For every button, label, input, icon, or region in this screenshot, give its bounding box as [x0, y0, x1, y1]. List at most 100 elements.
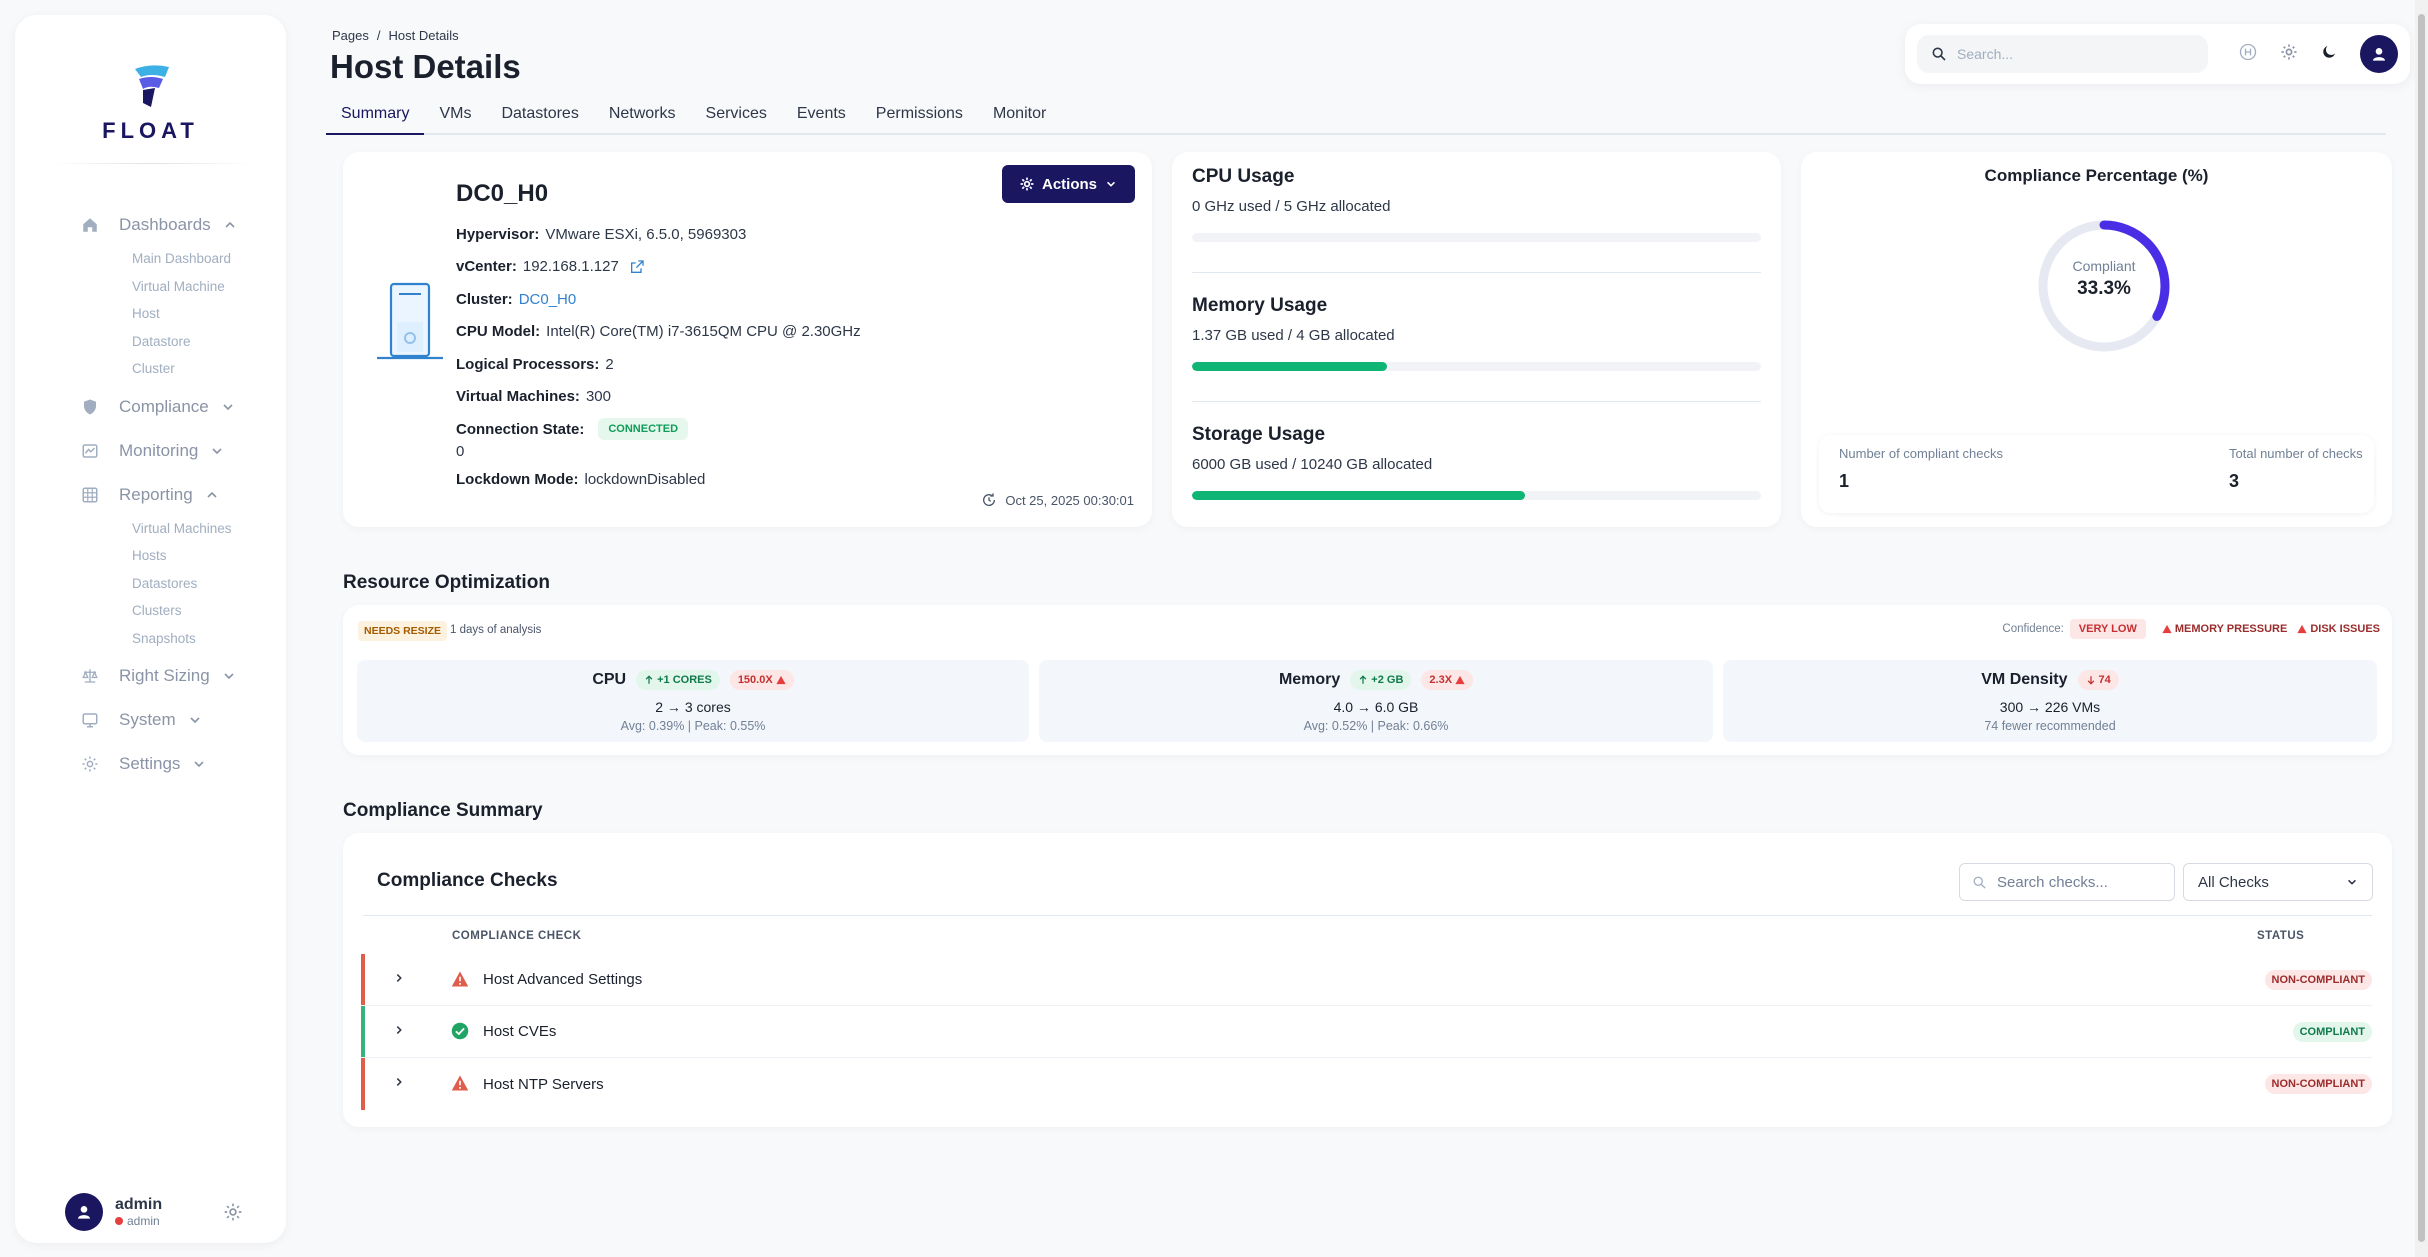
- chevron-right-icon[interactable]: [393, 1075, 405, 1093]
- chevron-down-icon: [221, 400, 235, 414]
- sidebar-item-datastores[interactable]: Datastores: [132, 575, 198, 591]
- language-icon[interactable]: [2238, 42, 2258, 67]
- chevron-down-icon: [192, 757, 206, 771]
- warning-icon: [2162, 624, 2172, 634]
- connection-state-badge: CONNECTED: [598, 418, 689, 441]
- breadcrumb: Pages / Host Details: [332, 28, 459, 43]
- sidebar-item-virtual-machines[interactable]: Virtual Machines: [132, 520, 232, 536]
- storage-usage-block: Storage Usage 6000 GB used / 10240 GB al…: [1192, 424, 1761, 500]
- avatar: [65, 1193, 103, 1231]
- user-settings-icon[interactable]: [223, 1202, 243, 1227]
- checks-search-input[interactable]: [1997, 873, 2157, 891]
- usage-card: CPU Usage 0 GHz used / 5 GHz allocated M…: [1172, 152, 1781, 527]
- chevron-right-icon[interactable]: [393, 1023, 405, 1041]
- stat-compliant-label: Number of compliant checks: [1839, 446, 2004, 461]
- confidence-badge: VERY LOW: [2069, 619, 2146, 639]
- page-title: Host Details: [330, 48, 521, 85]
- checks-filter-select[interactable]: All Checks: [2183, 863, 2373, 901]
- compliance-percentage-card: Compliance Percentage (%) Compliant 33.3…: [1801, 152, 2392, 527]
- cpu-model-label: CPU Model:: [456, 323, 541, 341]
- nav-group-monitoring[interactable]: Monitoring: [79, 437, 279, 465]
- opt-density-chip-text: 74: [2098, 674, 2111, 686]
- memory-usage-bar: [1192, 362, 1761, 371]
- table-row[interactable]: Host Advanced Settings NON-COMPLIANT: [361, 954, 2372, 1006]
- host-properties: Hypervisor: VMware ESXi, 6.5.0, 5969303 v…: [456, 218, 861, 496]
- storage-usage-title: Storage Usage: [1192, 424, 1326, 445]
- opt-density-value: 300 → 226 VMs: [1999, 699, 2101, 715]
- float-logo-icon: [134, 65, 169, 107]
- actions-label: Actions: [1041, 175, 1097, 193]
- opt-cpu-chip-text: +1 CORES: [657, 674, 712, 686]
- table-header-divider: [363, 915, 2372, 916]
- warning-icon: [776, 675, 786, 685]
- arrow-up-icon: [645, 675, 653, 684]
- logo-text: FLOAT: [102, 118, 199, 143]
- checks-search[interactable]: [1959, 863, 2175, 901]
- actions-button[interactable]: Actions: [1002, 165, 1135, 203]
- chevron-up-icon: [205, 488, 219, 502]
- opt-cpu-name: CPU: [592, 671, 627, 688]
- check-name: Host NTP Servers: [483, 1075, 604, 1093]
- nav-group-settings[interactable]: Settings: [79, 750, 279, 778]
- search-input[interactable]: [1957, 46, 2177, 62]
- lockdown-value: lockdownDisabled: [584, 471, 706, 489]
- sidebar-item-clusters[interactable]: Clusters: [132, 603, 182, 618]
- breadcrumb-root[interactable]: Pages: [332, 28, 369, 43]
- tab-vms[interactable]: VMs: [439, 105, 472, 122]
- nav-label: Right Sizing: [119, 666, 210, 685]
- opt-density-name: VM Density: [1981, 671, 2068, 688]
- chevron-down-icon: [210, 444, 224, 458]
- logo[interactable]: FLOAT: [15, 63, 286, 144]
- table-row[interactable]: Host NTP Servers NON-COMPLIANT: [361, 1058, 2372, 1110]
- cluster-link[interactable]: DC0_H0: [518, 290, 577, 308]
- storage-usage-bar: [1192, 491, 1761, 500]
- tab-summary[interactable]: Summary: [326, 100, 425, 135]
- tab-monitor[interactable]: Monitor: [992, 105, 1047, 122]
- nav-group-reporting[interactable]: Reporting: [79, 481, 279, 509]
- sidebar-item-virtual-machine[interactable]: Virtual Machine: [132, 278, 225, 294]
- opt-cpu-box: CPU +1 CORES 150.0X 2 → 3 cores Avg: 0.3…: [357, 660, 1029, 742]
- table-row[interactable]: Host CVEs COMPLIANT: [361, 1006, 2372, 1058]
- usage-divider: [1192, 272, 1761, 273]
- nav-group-compliance[interactable]: Compliance: [79, 393, 279, 421]
- gear-icon[interactable]: [2280, 43, 2298, 66]
- nav-group-right-sizing[interactable]: Right Sizing: [79, 662, 279, 690]
- sidebar-item-datastore[interactable]: Datastore: [132, 333, 191, 349]
- arrow-down-icon: [2087, 676, 2094, 685]
- stat-total-value: 3: [2229, 471, 2240, 491]
- timestamp-text: Oct 25, 2025 00:30:01: [1005, 492, 1134, 508]
- scale-icon: [79, 665, 101, 687]
- nav-group-system[interactable]: System: [79, 706, 279, 734]
- chevron-right-icon[interactable]: [393, 971, 405, 989]
- host-logical-row: Logical Processors: 2: [456, 348, 861, 381]
- opt-memory-value: 4.0 → 6.0 GB: [1333, 699, 1419, 715]
- tab-networks[interactable]: Networks: [608, 105, 676, 122]
- account-avatar[interactable]: [2360, 35, 2398, 73]
- nav-group-dashboards[interactable]: Dashboards: [79, 211, 279, 239]
- sidebar-item-hosts[interactable]: Hosts: [132, 548, 167, 563]
- scrollbar-thumb[interactable]: [2418, 14, 2425, 1242]
- row-status-bar: [361, 1006, 365, 1057]
- global-search[interactable]: [1917, 35, 2208, 73]
- tab-services[interactable]: Services: [705, 105, 767, 122]
- check-circle-icon: [451, 1022, 469, 1045]
- vms-label: Virtual Machines:: [456, 388, 580, 406]
- host-name: DC0_H0: [456, 180, 549, 207]
- server-icon: [377, 282, 443, 360]
- user-profile[interactable]: admin admin: [65, 1193, 255, 1231]
- tab-datastores[interactable]: Datastores: [501, 105, 579, 122]
- sidebar-item-host[interactable]: Host: [132, 306, 160, 321]
- tab-permissions[interactable]: Permissions: [875, 105, 963, 122]
- checks-filter-value: All Checks: [2198, 873, 2269, 891]
- refresh-icon[interactable]: [981, 492, 997, 508]
- moon-icon[interactable]: [2320, 43, 2338, 66]
- external-link-icon[interactable]: [629, 259, 645, 275]
- sidebar-item-main-dashboard[interactable]: Main Dashboard: [132, 251, 232, 266]
- sidebar-item-snapshots[interactable]: Snapshots: [132, 630, 196, 646]
- breadcrumb-current: Host Details: [388, 28, 459, 43]
- nav-sub-reporting: Virtual Machines Hosts Datastores Cluste…: [79, 509, 279, 659]
- cpu-usage-text: 0 GHz used / 5 GHz allocated: [1192, 198, 1391, 215]
- tab-events[interactable]: Events: [796, 105, 846, 122]
- analysis-duration: 1 days of analysis: [450, 624, 542, 636]
- sidebar-item-cluster[interactable]: Cluster: [132, 361, 175, 376]
